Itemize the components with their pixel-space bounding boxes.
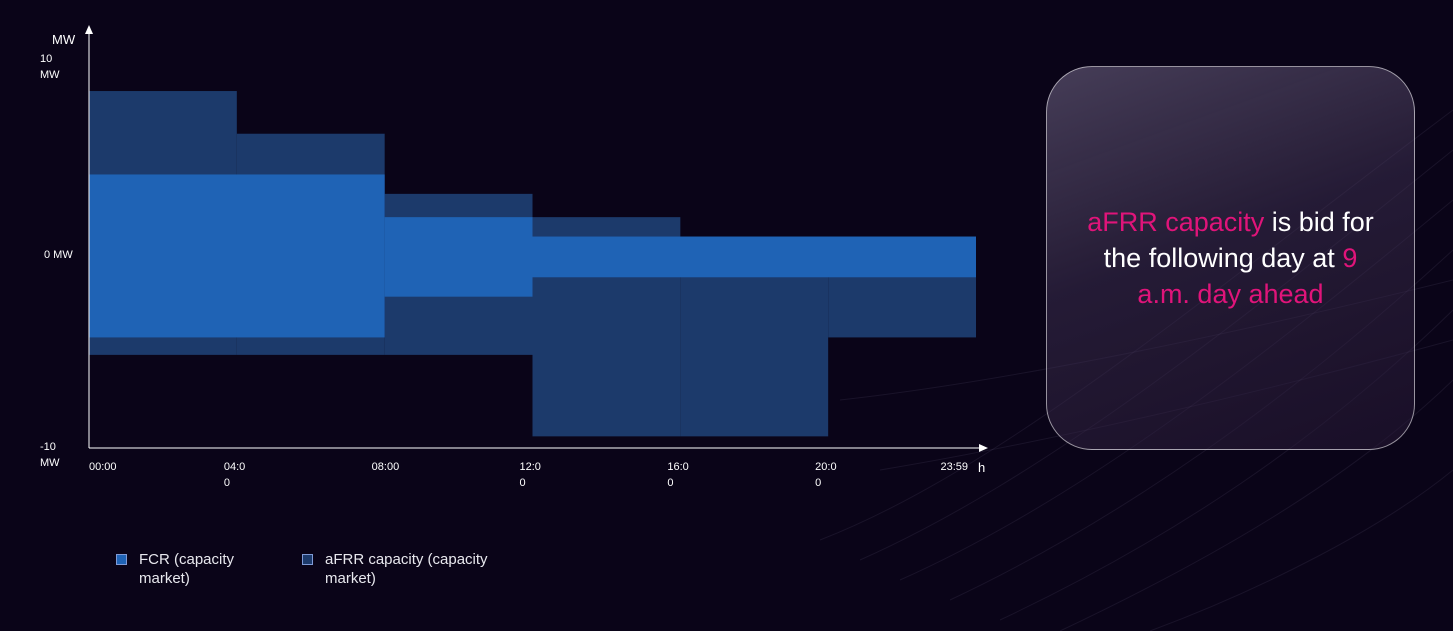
chart-tick-labels: 00:00 04:0 0 08:00 12:0 0 16:0 0 20:0 0 23:59 10 MW 0… bbox=[40, 53, 968, 489]
x-axis-title: h bbox=[978, 460, 985, 475]
chart-axes: MW h bbox=[52, 25, 988, 475]
x-tick-label-3: 12:0 bbox=[520, 461, 541, 473]
callout-text: aFRR capacity is bid for the following d… bbox=[1081, 204, 1381, 312]
x-tick-label-5: 20:0 bbox=[815, 461, 836, 473]
y-axis-arrow-icon bbox=[85, 25, 93, 34]
y-axis-title: MW bbox=[52, 32, 76, 47]
y-tick-label-2: -10 bbox=[40, 441, 56, 453]
legend-swatch-afrr bbox=[302, 554, 313, 565]
afrr-info-callout: aFRR capacity is bid for the following d… bbox=[1046, 66, 1415, 450]
y-tick-label-2-line2: MW bbox=[40, 457, 60, 469]
legend-item-afrr: aFRR capacity (capacity market) bbox=[302, 550, 500, 588]
fcr-block-0 bbox=[89, 174, 385, 338]
x-tick-label-2: 08:00 bbox=[372, 461, 400, 473]
legend-label-fcr: FCR (capacity market) bbox=[139, 551, 235, 587]
legend-label-afrr: aFRR capacity (capacity market) bbox=[325, 551, 488, 587]
x-tick-label-1-line2: 0 bbox=[224, 477, 230, 489]
x-axis-arrow-icon bbox=[979, 444, 988, 452]
y-tick-label-0: 10 bbox=[40, 53, 52, 65]
x-tick-label-6: 23:59 bbox=[940, 461, 968, 473]
x-tick-label-1: 04:0 bbox=[224, 461, 245, 473]
capacity-chart: MW h 00:00 04:0 0 08:00 12:0 0 16:0 0 20:0 0 23:59… bbox=[40, 25, 988, 489]
x-tick-label-3-line2: 0 bbox=[520, 477, 526, 489]
fcr-block-2 bbox=[532, 236, 976, 278]
callout-body-text: is bid for the following day at bbox=[1103, 207, 1374, 273]
legend-swatch-fcr bbox=[116, 554, 127, 565]
x-tick-label-4-line2: 0 bbox=[667, 477, 673, 489]
callout-highlight-time: 9 a.m. day ahead bbox=[1137, 243, 1358, 309]
y-tick-label-0-line2: MW bbox=[40, 69, 60, 81]
chart-blocks bbox=[89, 91, 976, 437]
fcr-block-1 bbox=[384, 217, 533, 297]
x-tick-label-4: 16:0 bbox=[667, 461, 688, 473]
legend-item-fcr: FCR (capacity market) bbox=[116, 550, 289, 588]
x-tick-label-5-line2: 0 bbox=[815, 477, 821, 489]
x-tick-label-0: 00:00 bbox=[89, 461, 117, 473]
y-tick-label-1: 0 MW bbox=[44, 249, 73, 261]
callout-highlight-afrr: aFRR capacity bbox=[1087, 207, 1265, 237]
